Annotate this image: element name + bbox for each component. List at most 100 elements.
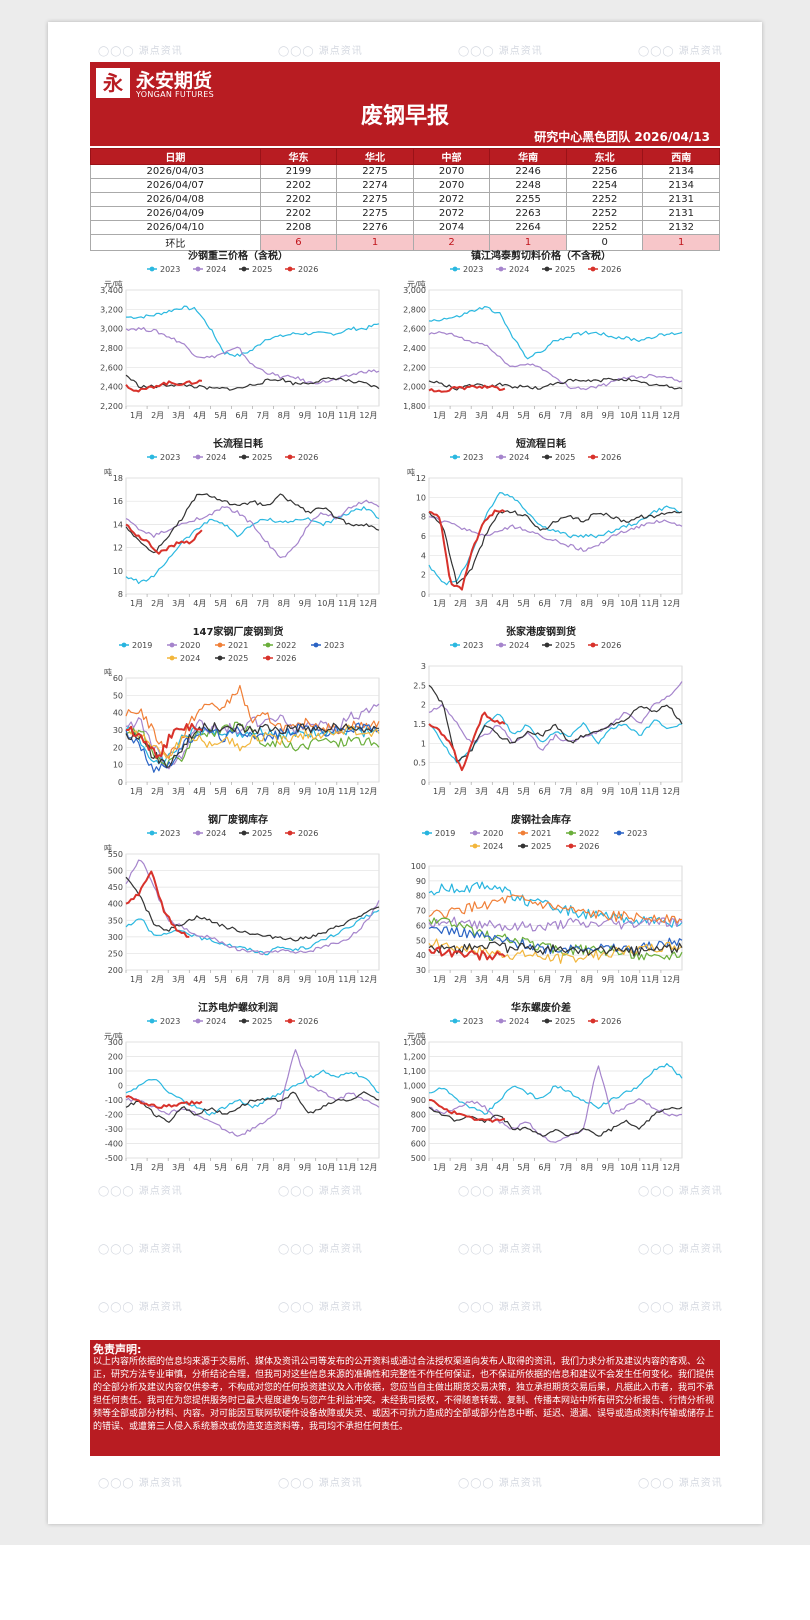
legend-label: 2023 bbox=[160, 453, 180, 462]
yongan-logo-icon: 永 bbox=[96, 68, 130, 98]
series-line-2025 bbox=[125, 493, 380, 554]
x-tick-label: 2月 bbox=[454, 599, 467, 608]
x-tick-label: 2月 bbox=[151, 411, 164, 420]
x-tick-label: 1月 bbox=[130, 599, 143, 608]
x-tick-label: 5月 bbox=[517, 787, 530, 796]
series-line-2023 bbox=[125, 1069, 380, 1116]
y-tick-label: 2,800 bbox=[100, 344, 123, 353]
legend-item: 2025 bbox=[542, 641, 575, 650]
legend-marker bbox=[287, 454, 293, 460]
y-tick-label: -300 bbox=[105, 1125, 123, 1134]
x-tick-label: 11月 bbox=[338, 1163, 356, 1172]
y-tick-label: 1,800 bbox=[403, 402, 426, 411]
x-tick-label: 11月 bbox=[641, 975, 659, 984]
chart-svg: 江苏电炉螺纹利润 2023 2024 2025 2026 元/吨 -500 -400 -300 -… bbox=[104, 1001, 380, 1172]
column-header: 西南 bbox=[642, 148, 720, 165]
y-tick-label: -100 bbox=[105, 1096, 123, 1105]
logo-en-text: YONGAN FUTURES bbox=[136, 90, 215, 99]
table-cell: 2134 bbox=[642, 178, 720, 193]
y-axis-label: 吨 bbox=[407, 467, 415, 477]
legend-label: 2026 bbox=[601, 265, 621, 274]
x-tick-label: 8月 bbox=[278, 599, 291, 608]
chart-9: 江苏电炉螺纹利润 2023 2024 2025 2026 元/吨 -500 -400 -300 -… bbox=[93, 1000, 383, 1176]
chart-svg: 短流程日耗 2023 2024 2025 2026 吨 0 2 4 6 8 10 12 1月 2月 3月 4月 5… bbox=[407, 437, 683, 608]
legend-label: 2026 bbox=[298, 453, 318, 462]
legend-item: 2026 bbox=[566, 842, 599, 851]
x-tick-label: 6月 bbox=[538, 975, 551, 984]
series-line-2023 bbox=[126, 305, 380, 357]
legend-item: 2022 bbox=[566, 829, 599, 838]
table-cell: 2074 bbox=[412, 220, 491, 235]
series-line-2025 bbox=[428, 941, 683, 957]
x-tick-label: 8月 bbox=[581, 411, 594, 420]
x-tick-label: 7月 bbox=[256, 599, 269, 608]
y-tick-label: 90 bbox=[416, 877, 426, 886]
legend-marker bbox=[121, 642, 127, 648]
series-line-2025 bbox=[125, 876, 380, 942]
x-tick-label: 5月 bbox=[517, 411, 530, 420]
chart-svg: 废钢社会库存 2019 2020 2021 2022 2023 2024 2025 2026 30… bbox=[411, 813, 683, 984]
x-tick-label: 9月 bbox=[299, 787, 312, 796]
y-axis-label: 吨 bbox=[104, 667, 112, 677]
legend-item: 2025 bbox=[239, 829, 272, 838]
x-tick-label: 10月 bbox=[317, 599, 335, 608]
chart-svg: 沙钢重三价格（含税） 2023 2024 2025 2026 元/吨 2,200 2,400 2… bbox=[100, 249, 380, 420]
chart-title: 钢厂废钢库存 bbox=[208, 813, 268, 826]
legend-item: 2025 bbox=[542, 453, 575, 462]
legend-marker bbox=[265, 642, 271, 648]
y-tick-label: 30 bbox=[416, 966, 426, 975]
y-axis-label: 元/吨 bbox=[407, 1031, 426, 1041]
legend-label: 2026 bbox=[579, 842, 599, 851]
legend-marker bbox=[590, 454, 596, 460]
chart-title: 147家钢厂废钢到货 bbox=[193, 625, 284, 638]
legend-marker bbox=[498, 1018, 504, 1024]
series-line-2025 bbox=[125, 374, 380, 391]
x-tick-label: 9月 bbox=[602, 975, 615, 984]
legend-marker bbox=[217, 655, 223, 661]
table-cell: 2275 bbox=[336, 206, 414, 221]
y-tick-label: 20 bbox=[113, 743, 123, 752]
x-tick-label: 12月 bbox=[662, 1163, 680, 1172]
x-tick-label: 9月 bbox=[299, 411, 312, 420]
table-cell: 2252 bbox=[565, 206, 644, 221]
legend-marker bbox=[241, 266, 247, 272]
legend-label: 2026 bbox=[298, 265, 318, 274]
legend-item: 2026 bbox=[263, 654, 296, 663]
x-tick-label: 5月 bbox=[214, 599, 227, 608]
x-tick-label: 10月 bbox=[317, 787, 335, 796]
x-tick-label: 5月 bbox=[214, 411, 227, 420]
table-cell: 2026/04/08 bbox=[90, 192, 261, 207]
series-line-2023 bbox=[428, 1063, 683, 1115]
legend-item: 2024 bbox=[470, 842, 503, 851]
y-tick-label: -400 bbox=[105, 1140, 123, 1149]
table-cell: 2202 bbox=[259, 178, 338, 193]
legend-label: 2023 bbox=[463, 1017, 483, 1026]
y-tick-label: 80 bbox=[416, 892, 426, 901]
y-tick-label: 0 bbox=[421, 590, 426, 599]
legend-item: 2023 bbox=[450, 1017, 483, 1026]
x-tick-label: 3月 bbox=[475, 975, 488, 984]
series-line-2024 bbox=[428, 331, 683, 391]
table-cell: 2070 bbox=[412, 164, 491, 179]
y-tick-label: 0 bbox=[118, 1082, 123, 1091]
table-cell: 2255 bbox=[489, 192, 567, 207]
series-line-2026 bbox=[125, 870, 190, 938]
legend-item: 2025 bbox=[215, 654, 248, 663]
x-tick-label: 4月 bbox=[193, 411, 206, 420]
y-tick-label: 1,200 bbox=[403, 1053, 426, 1062]
legend-label: 2026 bbox=[276, 654, 296, 663]
x-tick-label: 4月 bbox=[496, 975, 509, 984]
legend-label: 2025 bbox=[252, 829, 272, 838]
series-line-2025 bbox=[428, 1106, 683, 1137]
legend-marker bbox=[195, 454, 201, 460]
x-tick-label: 8月 bbox=[581, 599, 594, 608]
x-tick-label: 6月 bbox=[235, 975, 248, 984]
y-tick-label: 6 bbox=[421, 532, 426, 541]
legend-marker bbox=[169, 642, 175, 648]
legend-label: 2025 bbox=[228, 654, 248, 663]
legend-label: 2020 bbox=[483, 829, 503, 838]
y-tick-label: 300 bbox=[108, 1038, 123, 1047]
legend-marker bbox=[498, 642, 504, 648]
x-tick-label: 3月 bbox=[475, 599, 488, 608]
legend-item: 2024 bbox=[193, 265, 226, 274]
